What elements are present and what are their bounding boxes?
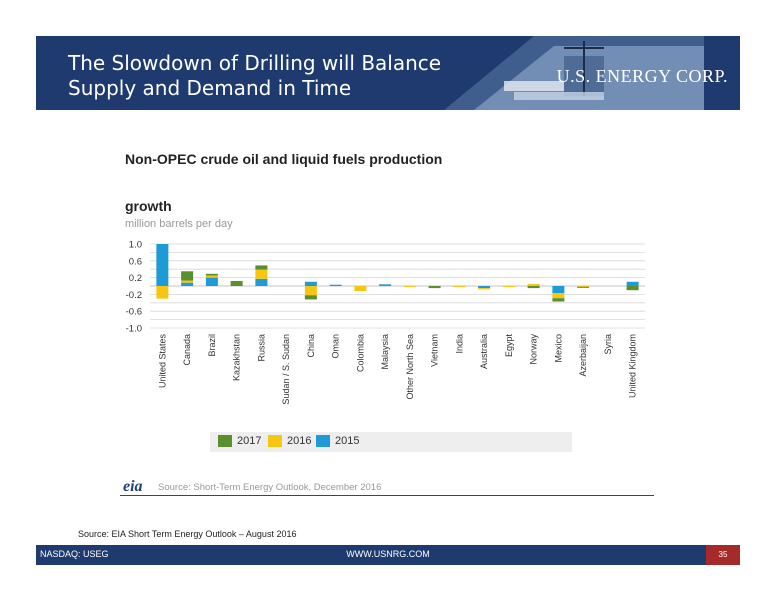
y-tick-label: -0.6 — [126, 307, 142, 318]
oil-rig-photo — [444, 36, 704, 110]
footer-ticker: NASDAQ: USEG — [40, 549, 109, 559]
bar-2015-brazil — [205, 277, 218, 286]
page-number: 35 — [706, 545, 740, 565]
y-tick-label: -0.2 — [126, 290, 142, 301]
bar-2015-united-kingdom — [626, 281, 639, 286]
bar-2015-russia — [255, 278, 268, 286]
legend-label-2015: 2015 — [335, 435, 360, 447]
x-tick-label: Sudan / S. Sudan — [281, 334, 291, 405]
eia-logo: eia — [123, 478, 143, 495]
x-tick-label: Mexico — [553, 334, 563, 363]
legend-item-2017: 2017 — [218, 435, 262, 448]
x-tick-label: Canada — [182, 334, 192, 366]
x-tick-label: Azerbaijan — [578, 334, 588, 377]
x-tick-label: Kazakhstan — [232, 334, 242, 381]
legend-item-2016: 2016 — [268, 435, 312, 448]
bar-2016-other-north-sea — [403, 286, 416, 287]
chart-subtitle: growth — [125, 198, 172, 214]
bar-2016-australia — [478, 288, 491, 290]
bar-2016-india — [453, 286, 466, 287]
bar-2016-colombia — [354, 286, 367, 292]
bar-2016-china — [304, 286, 317, 296]
y-axis-unit-label: million barrels per day — [125, 218, 233, 230]
x-tick-label: Malaysia — [380, 334, 390, 370]
y-tick-label: 0.2 — [129, 273, 142, 284]
bar-2017-canada — [181, 271, 194, 281]
bar-2015-china — [304, 281, 317, 286]
source-footnote: Source: EIA Short Term Energy Outlook – … — [78, 529, 297, 539]
legend-label-2016: 2016 — [287, 435, 312, 447]
footer-bar: NASDAQ: USEG WWW.USNRG.COM 35 — [36, 545, 740, 565]
bar-2015-canada — [181, 282, 194, 286]
bar-2016-azerbaijan — [577, 286, 590, 287]
bar-2016-brazil — [205, 275, 218, 278]
legend-label-2017: 2017 — [237, 435, 262, 447]
chart-legend: 2017 2016 2015 — [210, 432, 572, 452]
bar-2015-australia — [478, 286, 491, 289]
x-tick-label: Brazil — [207, 334, 217, 357]
bar-2017-vietnam — [428, 286, 441, 289]
x-tick-label: United States — [157, 334, 167, 389]
chart-title: Non-OPEC crude oil and liquid fuels prod… — [125, 151, 443, 167]
x-tick-label: China — [306, 334, 316, 358]
y-tick-label: 0.6 — [129, 256, 142, 267]
y-tick-label: 1.0 — [129, 240, 142, 251]
x-tick-label: Australia — [479, 334, 489, 369]
x-tick-label: Norway — [529, 334, 539, 365]
bar-2016-norway — [527, 283, 540, 286]
x-tick-label: Syria — [603, 334, 613, 355]
x-tick-label: Colombia — [355, 334, 365, 372]
bar-2016-canada — [181, 280, 194, 283]
bar-2015-mexico — [552, 286, 565, 294]
x-tick-label: Other North Sea — [405, 334, 415, 400]
legend-swatch-2016 — [268, 435, 282, 448]
slide-title: The Slowdown of Drilling will Balance Su… — [68, 51, 441, 101]
footer-website: WWW.USNRG.COM — [346, 549, 430, 559]
x-tick-label: India — [454, 334, 464, 354]
bar-2016-mexico — [552, 293, 565, 299]
bar-2017-russia — [255, 265, 268, 270]
bar-2017-norway — [527, 286, 540, 289]
slide-title-line-2: Supply and Demand in Time — [68, 76, 352, 100]
legend-swatch-2015 — [316, 435, 330, 448]
bar-2017-azerbaijan — [577, 286, 590, 288]
x-tick-label: Vietnam — [430, 334, 440, 367]
bar-2017-brazil — [205, 273, 218, 276]
bar-2015-malaysia — [379, 284, 392, 286]
slide-title-line-1: The Slowdown of Drilling will Balance — [68, 51, 442, 75]
bar-2016-egypt — [502, 286, 515, 287]
bar-2017-united-kingdom — [626, 286, 639, 291]
bar-2016-united-states — [156, 286, 169, 299]
x-tick-label: Russia — [256, 334, 266, 362]
x-tick-label: Egypt — [504, 334, 514, 358]
legend-item-2015: 2015 — [316, 435, 360, 448]
bar-2017-kazakhstan — [230, 280, 243, 286]
bar-2016-russia — [255, 269, 268, 279]
divider-line — [120, 495, 654, 496]
bar-2017-china — [304, 295, 317, 300]
bar-2015-united-states — [156, 244, 169, 286]
bar-2017-mexico — [552, 298, 565, 302]
bar-2015-oman — [329, 284, 342, 286]
header-banner: The Slowdown of Drilling will Balance Su… — [36, 36, 740, 110]
x-tick-label: United Kingdom — [628, 334, 638, 398]
company-logo: U.S. ENERGY CORP. — [556, 66, 728, 86]
chart-source: Source: Short-Term Energy Outlook, Decem… — [158, 482, 382, 493]
x-tick-label: Oman — [331, 334, 341, 359]
legend-swatch-2017 — [218, 435, 232, 448]
y-tick-label: -1.0 — [126, 324, 142, 335]
